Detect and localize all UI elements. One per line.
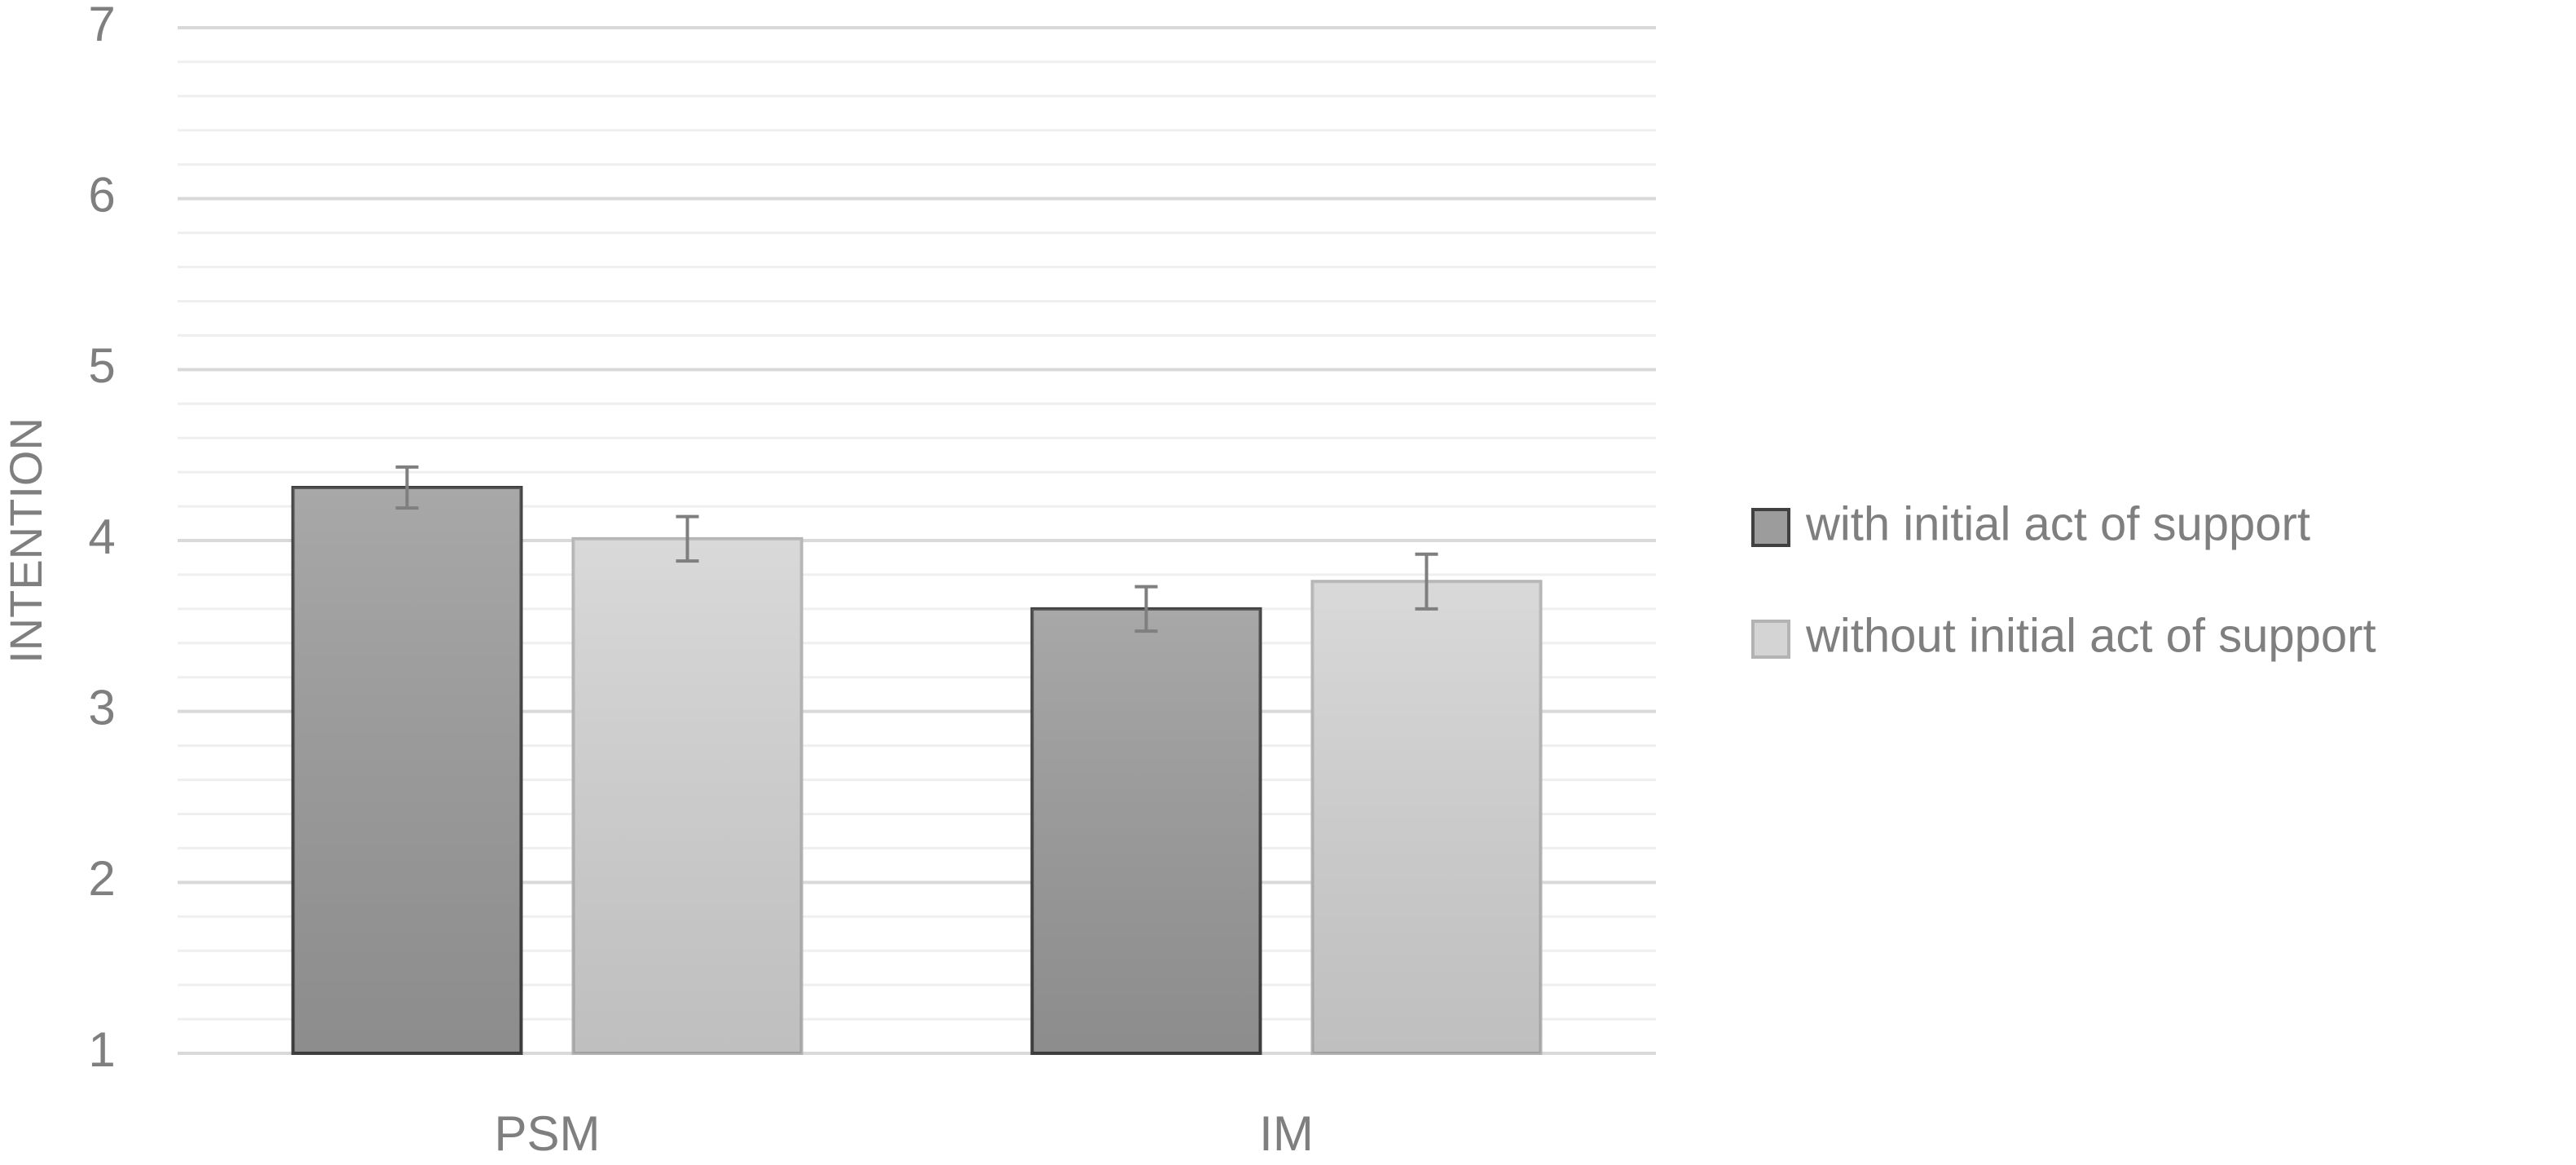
- x-tick-label: PSM: [494, 1106, 600, 1161]
- x-tick-label: IM: [1259, 1106, 1314, 1161]
- y-tick-label: 2: [88, 851, 115, 906]
- legend-label: without initial act of support: [1805, 609, 2376, 662]
- y-tick-label: 3: [88, 681, 115, 735]
- bar-shade: [1312, 581, 1541, 1053]
- y-tick-label: 5: [88, 338, 115, 393]
- error-bar: [395, 465, 419, 510]
- legend-swatch: [1751, 508, 1790, 547]
- y-tick-label: 4: [88, 510, 115, 564]
- y-tick-label: 7: [88, 0, 115, 51]
- error-bar: [1415, 552, 1438, 611]
- legend-label: with initial act of support: [1805, 497, 2310, 550]
- bar-shade: [1032, 608, 1261, 1053]
- bar-shade: [573, 538, 802, 1053]
- error-bar: [1134, 585, 1158, 633]
- error-bar: [676, 514, 699, 563]
- y-axis-title: INTENTION: [0, 417, 51, 664]
- y-tick-label: 1: [88, 1022, 115, 1077]
- y-tick-label: 6: [88, 168, 115, 223]
- legend-swatch: [1751, 620, 1790, 659]
- bar-shade: [293, 488, 522, 1053]
